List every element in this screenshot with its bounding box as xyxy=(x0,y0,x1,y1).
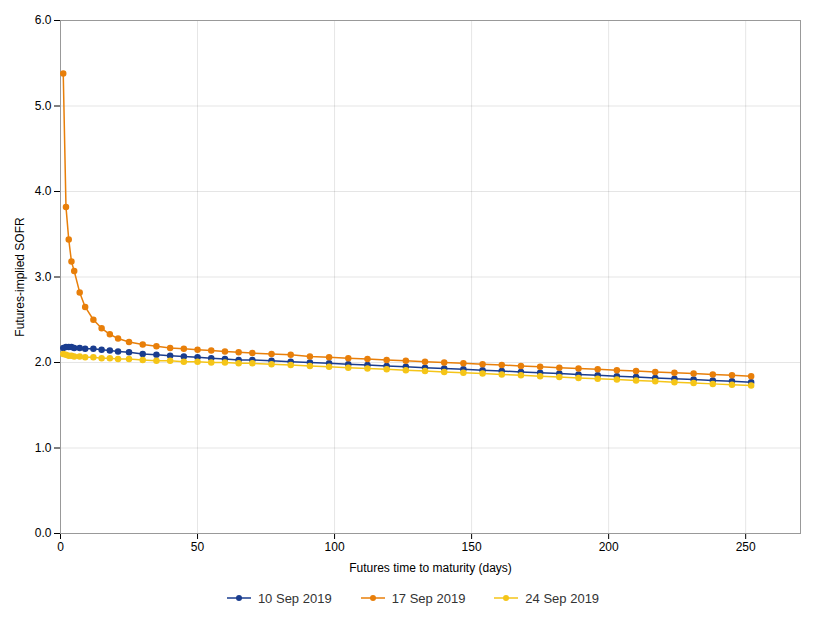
svg-text:5.0: 5.0 xyxy=(35,99,52,113)
svg-text:4.0: 4.0 xyxy=(35,184,52,198)
svg-text:200: 200 xyxy=(599,540,619,554)
svg-text:Futures time to maturity (days: Futures time to maturity (days) xyxy=(349,561,512,575)
svg-text:2.0: 2.0 xyxy=(35,355,52,369)
svg-text:3.0: 3.0 xyxy=(35,270,52,284)
svg-text:6.0: 6.0 xyxy=(35,13,52,27)
svg-text:50: 50 xyxy=(191,540,205,554)
html-text:10 Sep 2019: 10 Sep 2019 xyxy=(257,590,332,606)
svg-text:0: 0 xyxy=(57,540,64,554)
svg-text:150: 150 xyxy=(462,540,482,554)
svg-text:1.0: 1.0 xyxy=(35,441,52,455)
svg-text:0.0: 0.0 xyxy=(35,526,52,540)
html-text:17 Sep 2019: 17 Sep 2019 xyxy=(391,590,466,606)
svg-text:250: 250 xyxy=(736,540,756,554)
html-text:24 Sep 2019: 24 Sep 2019 xyxy=(525,590,600,606)
svg-text:Futures-implied SOFR: Futures-implied SOFR xyxy=(13,217,27,337)
svg-text:100: 100 xyxy=(325,540,345,554)
